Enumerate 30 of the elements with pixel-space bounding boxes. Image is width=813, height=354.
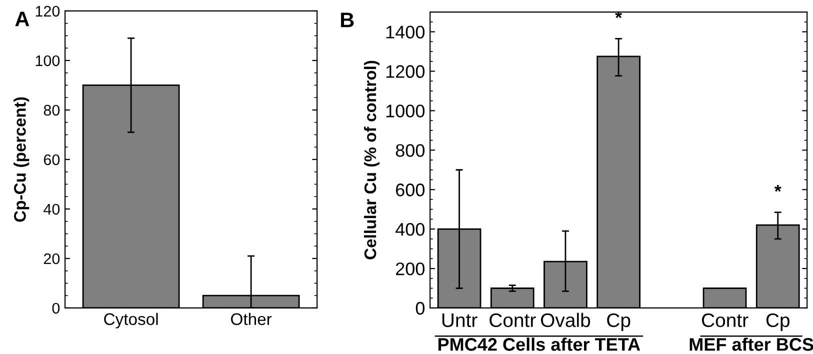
y-tick-label: 100 <box>36 55 60 66</box>
annotation: * <box>774 185 782 192</box>
y-tick-label: 1400 <box>386 26 425 38</box>
y-tick-label: 120 <box>36 6 60 17</box>
chart-title: B <box>341 12 354 28</box>
x-tick-label: Contr <box>702 313 748 328</box>
text: PMC42 Cells after TETA <box>438 338 640 351</box>
y-tick-label: 20 <box>44 253 60 264</box>
y-tick-label: 40 <box>44 204 60 215</box>
x-tick-label: Untr <box>442 314 478 328</box>
y-tick-label: 1000 <box>386 104 425 118</box>
x-tick-label: Cp <box>766 313 790 331</box>
y-tick-label: 80 <box>44 104 60 116</box>
x-tick-label: Other <box>231 312 272 326</box>
text: MEF after BCS <box>690 338 813 351</box>
x-tick-label: Cp <box>607 313 630 331</box>
y-axis-title: Cp-Cu (percent) <box>14 97 30 222</box>
y-tick-label: 400 <box>396 222 425 236</box>
y-tick-label: 1200 <box>386 65 425 78</box>
y-tick-label: 200 <box>396 262 425 276</box>
y-axis-title: Cellular Cu (% of control) <box>364 60 380 260</box>
chart-title: A <box>15 12 30 26</box>
y-tick-label: 60 <box>44 154 60 166</box>
x-tick-label: Contr <box>490 313 536 328</box>
y-tick-label: 600 <box>396 184 425 196</box>
y-tick-label: 0 <box>52 302 60 314</box>
x-tick-label: Ovalb <box>541 312 590 328</box>
y-tick-label: 800 <box>396 144 425 157</box>
x-tick-label: Cytosol <box>104 312 158 328</box>
y-tick-label: 0 <box>416 302 425 315</box>
